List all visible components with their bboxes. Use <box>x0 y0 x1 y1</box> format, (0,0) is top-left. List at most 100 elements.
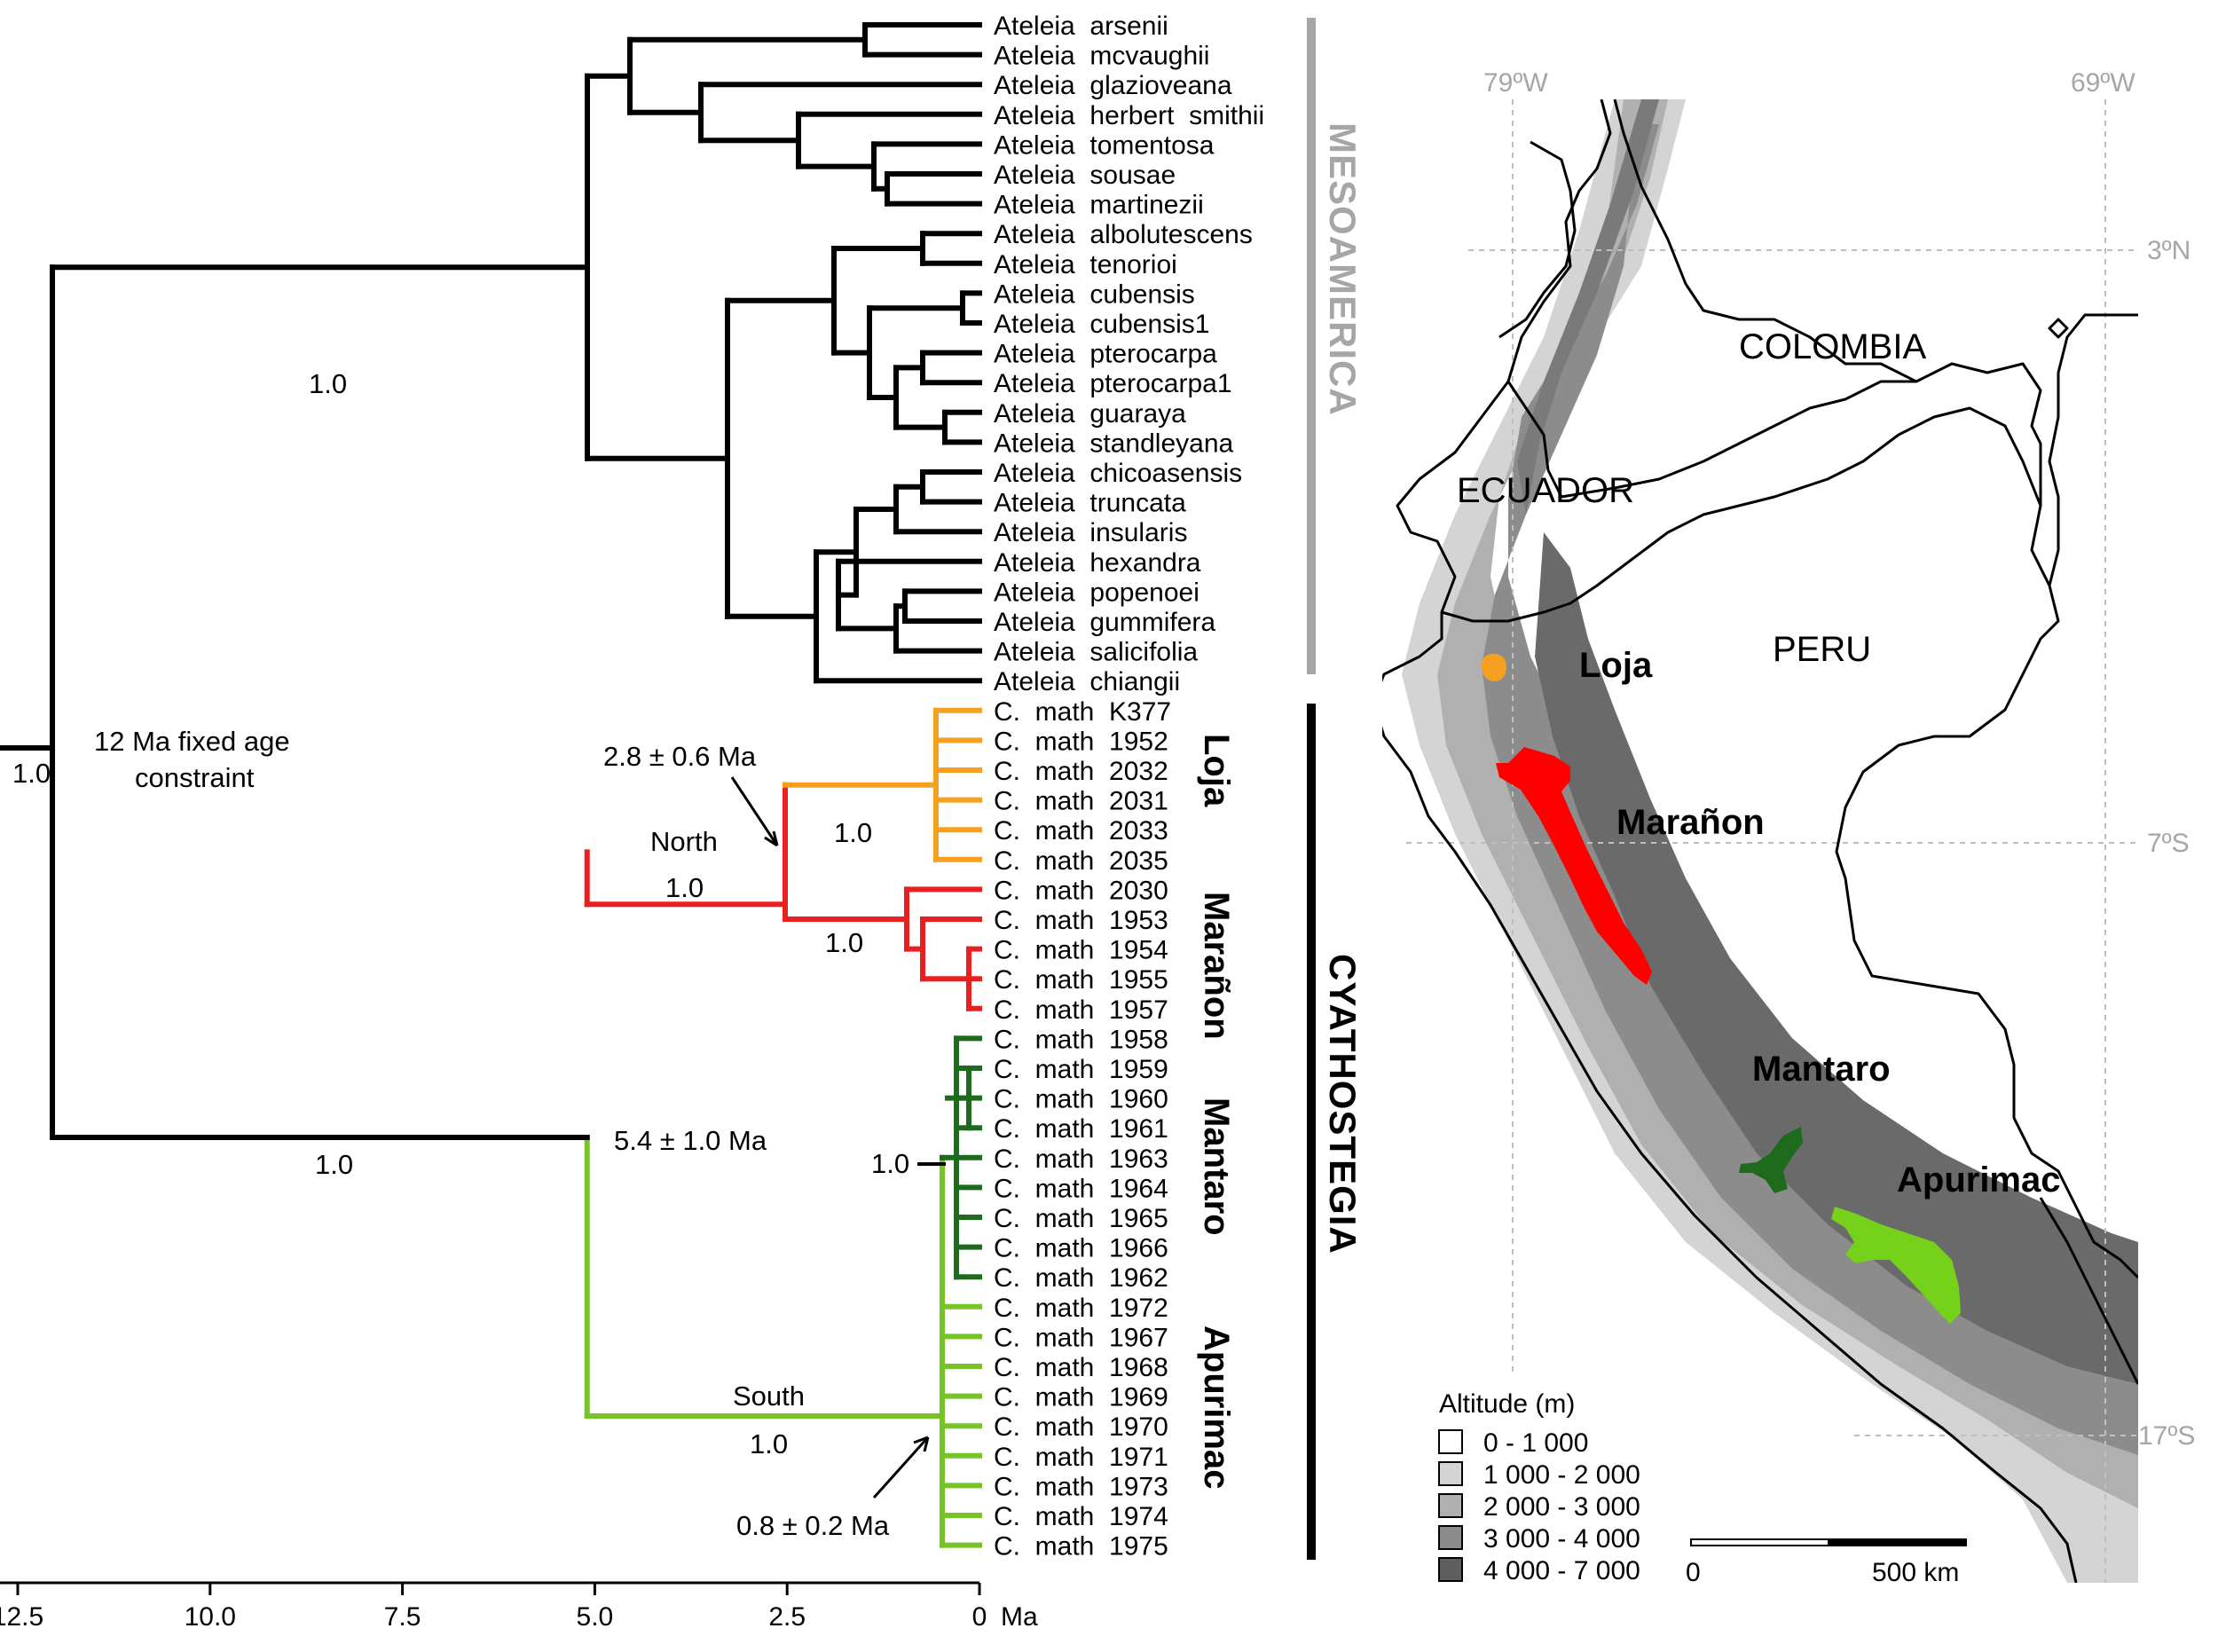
tip-label: Ateleia herbert smithii <box>994 101 1264 130</box>
country-borders <box>1382 99 2138 1583</box>
coord-7s: 7ºS <box>2147 829 2190 858</box>
tip-label: C. math 1961 <box>994 1114 1168 1144</box>
cyathostegia-label: CYATHOSTEGIA <box>1322 954 1364 1255</box>
support-mesoamerica: 1.0 <box>309 368 347 399</box>
tip-label: C. math 2031 <box>994 787 1168 816</box>
tip-label: Ateleia chiangii <box>994 667 1180 696</box>
coord-3n: 3ºN <box>2147 236 2190 265</box>
axis-tick-label: 5.0 <box>577 1602 614 1632</box>
mesoamerica-label: MESOAMERICA <box>1322 122 1364 416</box>
region-mantaro <box>1739 1127 1803 1193</box>
phylogenetic-tree <box>0 22 982 1548</box>
axis-tick-label: 2.5 <box>768 1602 806 1632</box>
map-panel: COLOMBIA ECUADOR PERU Loja Marañon Manta… <box>1382 68 2195 1587</box>
support-root: 1.0 <box>12 758 51 789</box>
tip-label: Ateleia cubensis1 <box>994 310 1210 339</box>
time-axis: 12.5 10.0 7.5 5.0 2.5 0 Ma <box>0 1581 1038 1632</box>
tip-label: C. math 2032 <box>994 757 1168 786</box>
clade-label-mantaro: Mantaro <box>1197 1097 1236 1236</box>
tip-label: C. math 2035 <box>994 846 1168 876</box>
south-label: South <box>733 1381 805 1412</box>
region-loja <box>1481 653 1506 681</box>
coord-79w: 79ºW <box>1483 68 1548 98</box>
tip-label: C. math 1963 <box>994 1145 1168 1174</box>
country-colombia: COLOMBIA <box>1739 327 1926 366</box>
tip-label: C. math 1954 <box>994 936 1168 965</box>
tip-label: Ateleia pterocarpa <box>994 340 1217 369</box>
north-arrow <box>730 776 779 847</box>
coord-17s: 17ºS <box>2138 1421 2195 1451</box>
tip-label: Ateleia tenorioi <box>994 250 1177 279</box>
tip-label: C. math 1958 <box>994 1025 1168 1054</box>
tip-label: Ateleia gummifera <box>994 608 1215 637</box>
tip-label: C. math 1960 <box>994 1085 1168 1114</box>
tip-label: Ateleia chicoasensis <box>994 459 1242 488</box>
tip-label: Ateleia salicifolia <box>994 638 1198 667</box>
legend-swatch <box>1438 1429 1463 1454</box>
map-label-mantaro: Mantaro <box>1752 1050 1891 1089</box>
axis-unit: Ma <box>1001 1602 1038 1632</box>
root-age-label-2: constraint <box>135 762 255 793</box>
cyathostegia-age-label: 5.4 ± 1.0 Ma <box>614 1125 767 1156</box>
country-ecuador: ECUADOR <box>1457 471 1634 510</box>
support-mantaro: 1.0 <box>871 1148 909 1179</box>
south-age-label: 0.8 ± 0.2 Ma <box>736 1510 890 1541</box>
tip-label: C. math 1965 <box>994 1204 1168 1233</box>
tip-label: C. math 1953 <box>994 906 1168 935</box>
legend-swatch <box>1438 1525 1463 1550</box>
legend-swatch <box>1438 1557 1463 1582</box>
legend-label: 3 000 - 4 000 <box>1483 1524 1640 1554</box>
tip-label: C. math 1966 <box>994 1234 1168 1263</box>
tip-label: C. math 1955 <box>994 965 1168 995</box>
support-south: 1.0 <box>750 1428 788 1459</box>
north-label: North <box>650 826 718 857</box>
tip-label: C. math 1968 <box>994 1353 1168 1382</box>
map-label-apurimac: Apurimac <box>1897 1160 2061 1200</box>
country-peru: PERU <box>1773 630 1871 669</box>
tip-label: Ateleia standleyana <box>994 429 1234 458</box>
tip-label: Ateleia insularis <box>994 518 1187 547</box>
clade-label-loja: Loja <box>1197 734 1236 807</box>
altitude-band-north <box>1517 99 1659 515</box>
tip-label: C. math 1973 <box>994 1472 1168 1501</box>
coord-69w: 69ºW <box>2071 68 2135 98</box>
tip-label: C. math 1975 <box>994 1532 1168 1562</box>
region-maranon <box>1496 747 1652 985</box>
tip-label: C. math 1964 <box>994 1174 1168 1203</box>
axis-tick-label: 10.0 <box>185 1602 236 1632</box>
tip-label: C. math 1974 <box>994 1502 1168 1531</box>
tip-label: C. math 1962 <box>994 1263 1168 1293</box>
root-age-label: 12 Ma fixed age <box>94 726 290 757</box>
support-north: 1.0 <box>665 872 704 903</box>
map-label-loja: Loja <box>1579 646 1653 685</box>
axis-tick-label: 12.5 <box>0 1602 43 1632</box>
legend-swatch <box>1438 1461 1463 1486</box>
legend-label: 1 000 - 2 000 <box>1483 1460 1640 1490</box>
tip-label: Ateleia guaraya <box>994 399 1186 429</box>
tip-label: C. math 1972 <box>994 1294 1168 1323</box>
tip-label: C. math 1959 <box>994 1055 1168 1084</box>
support-loja: 1.0 <box>834 817 872 848</box>
tip-label: C. math 1952 <box>994 727 1168 756</box>
tip-label: C. math 2030 <box>994 876 1168 905</box>
tip-label: Ateleia pterocarpa1 <box>994 369 1232 398</box>
clade-label-apurimac: Apurimac <box>1197 1326 1236 1490</box>
support-maranon: 1.0 <box>825 927 863 958</box>
tip-label: Ateleia sousae <box>994 161 1176 190</box>
tip-label: Ateleia tomentosa <box>994 130 1215 160</box>
tip-label: Ateleia albolutescens <box>994 220 1253 249</box>
legend-label: 0 - 1 000 <box>1483 1428 1588 1458</box>
legend-label: 2 000 - 3 000 <box>1483 1492 1640 1522</box>
legend-title: Altitude (m) <box>1439 1389 1575 1419</box>
tip-label: Ateleia cubensis <box>994 279 1195 309</box>
map-label-maranon: Marañon <box>1616 803 1765 842</box>
scale-bar: 0 500 km <box>1686 1538 1967 1587</box>
region-apurimac <box>1831 1207 1961 1324</box>
tip-label: C. math 2033 <box>994 816 1168 846</box>
legend-label: 4 000 - 7 000 <box>1483 1556 1640 1585</box>
graticule <box>1406 99 2138 1583</box>
clade-label-maranon: Marañon <box>1197 892 1236 1040</box>
tip-label: Ateleia popenoei <box>994 578 1199 607</box>
